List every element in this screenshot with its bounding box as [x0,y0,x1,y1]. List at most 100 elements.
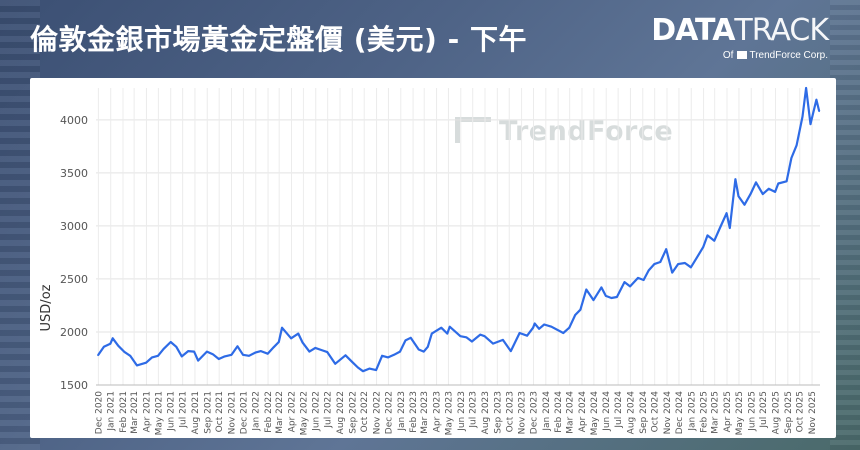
brand-subtitle: Of TrendForce Corp. [651,50,828,61]
data-point [729,227,731,229]
x-tick-label: Aug 2021 [191,391,201,434]
data-point [117,345,120,347]
data-point [181,355,183,358]
x-tick-label: Mar 2024 [566,391,576,434]
data-point [550,325,553,328]
x-tick-label: May 2021 [154,391,164,435]
data-point [659,261,662,263]
data-point [272,346,275,349]
data-point [574,314,576,316]
data-point [755,181,757,184]
x-tick-label: May 2023 [444,391,454,435]
data-point [785,180,788,183]
data-point [743,203,746,206]
x-tick-label: Jul 2025 [759,391,769,429]
data-point [653,263,656,265]
data-point [409,337,412,339]
data-point [642,279,645,281]
data-point [417,348,420,351]
x-tick-label: Apr 2024 [578,391,588,433]
x-tick-label: Apr 2021 [142,391,152,432]
data-point [123,351,126,353]
x-tick-label: Apr 2023 [433,391,443,432]
x-tick-label: Dec 2023 [529,391,539,434]
data-point [777,182,780,185]
data-point [734,178,737,180]
data-point [344,354,347,357]
x-tick-label: Jul 2022 [324,391,334,429]
y-axis-ticks: 1500 2000 2500 3000 3500 4000 [60,114,88,392]
x-tick-label: Oct 2023 [505,391,515,432]
data-point [684,262,686,264]
data-point [690,266,692,269]
x-tick-label: Jan 2023 [397,391,407,432]
x-tick-label: Feb 2021 [119,391,129,433]
x-tick-label: Jan 2021 [107,391,117,432]
y-tick-label: 2500 [60,273,88,286]
x-tick-label: Jun 2021 [167,391,177,432]
brand-wordmark: DATATRACK [651,13,829,48]
x-tick-label: Dec 2022 [384,391,394,434]
data-point [223,355,226,358]
x-tick-label: Feb 2025 [700,391,710,433]
y-tick-label: 1500 [60,379,88,392]
data-point [297,332,300,335]
y-tick-label: 2000 [60,326,88,339]
data-point [357,366,359,369]
data-point [795,144,798,147]
data-point [175,346,178,348]
x-tick-label: Jun 2023 [457,391,467,432]
data-point [713,239,716,242]
data-point [399,350,401,353]
x-tick-label: Feb 2023 [409,391,419,433]
data-point [362,370,364,373]
data-point [502,339,504,341]
x-tick-label: Feb 2024 [554,391,564,433]
data-point [320,349,323,351]
x-tick-label: May 2022 [299,391,309,435]
data-point [375,369,377,371]
data-point [706,234,709,237]
data-point [351,360,353,363]
data-point [212,353,214,356]
data-point [387,356,389,359]
x-tick-label: Jan 2025 [687,391,697,432]
brand-bold-text: DATA [651,13,735,48]
data-point [637,277,639,279]
x-tick-label: Oct 2025 [796,391,806,432]
data-point [465,336,468,339]
data-point [605,295,607,297]
x-tick-label: Dec 2024 [675,391,685,434]
data-point [266,352,269,355]
brand-logo: DATATRACK Of TrendForce Corp. [651,13,829,62]
data-point [129,355,131,357]
data-point [671,271,673,274]
x-tick-label: Jul 2021 [179,391,189,429]
x-tick-label: Apr 2025 [723,391,733,432]
x-tick-label: Sep 2024 [639,391,649,434]
data-point [136,364,138,367]
data-point [301,341,304,344]
data-point [696,256,698,259]
data-point [518,332,521,334]
x-tick-label: Dec 2020 [94,391,104,434]
x-axis-ticks: Dec 2020 Jan 2021 Feb 2021 Mar 2021 Apr 2021… [94,391,818,436]
data-point [471,340,473,343]
data-point [483,335,486,338]
data-point [479,333,482,336]
data-point [459,335,462,338]
data-point [393,354,395,356]
data-point [812,113,814,116]
data-point [616,296,618,298]
data-point [281,326,283,329]
data-point [423,350,425,353]
data-point [151,356,153,359]
x-tick-label: Sep 2021 [203,391,213,434]
chart-panel: TrendForce 1500 2000 2500 3000 3500 4000 Dec … [30,78,836,438]
x-tick-label: Nov 2021 [228,391,238,434]
brand-sub-name: TrendForce Corp. [749,50,828,61]
x-tick-label: Aug 2025 [771,391,781,434]
data-point [767,188,770,190]
data-point [236,345,239,348]
